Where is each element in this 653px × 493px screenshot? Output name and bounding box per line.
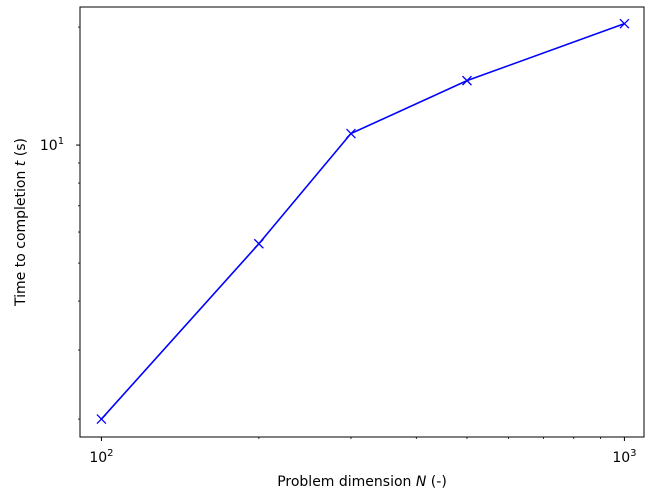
x-axis-label-var: N xyxy=(416,474,427,490)
plot-area xyxy=(80,7,644,437)
data-point-marker xyxy=(462,75,472,86)
y-axis-label-unit: (s) xyxy=(13,138,29,161)
y-axis-label-text: Time to completion xyxy=(13,166,29,307)
y-axis-ticks: 101 xyxy=(40,26,80,420)
y-tick-label: 101 xyxy=(40,136,64,154)
data-point-marker xyxy=(345,128,356,139)
data-point-marker xyxy=(96,414,107,425)
x-axis-label-unit: (-) xyxy=(426,474,446,490)
plot-frame xyxy=(79,6,645,438)
x-axis-label: Problem dimension N (-) xyxy=(277,474,447,490)
x-axis-ticks: 102 103 xyxy=(89,437,637,466)
x-tick-label: 103 xyxy=(612,448,636,466)
x-tick-label: 102 xyxy=(89,448,113,466)
x-axis-label-text: Problem dimension xyxy=(277,474,416,490)
data-point-marker xyxy=(619,18,630,29)
data-point-marker xyxy=(253,238,264,249)
series-group xyxy=(96,18,630,425)
y-axis-label-var: t xyxy=(13,160,29,166)
y-axis-label: Time to completion t (s) xyxy=(13,138,29,307)
